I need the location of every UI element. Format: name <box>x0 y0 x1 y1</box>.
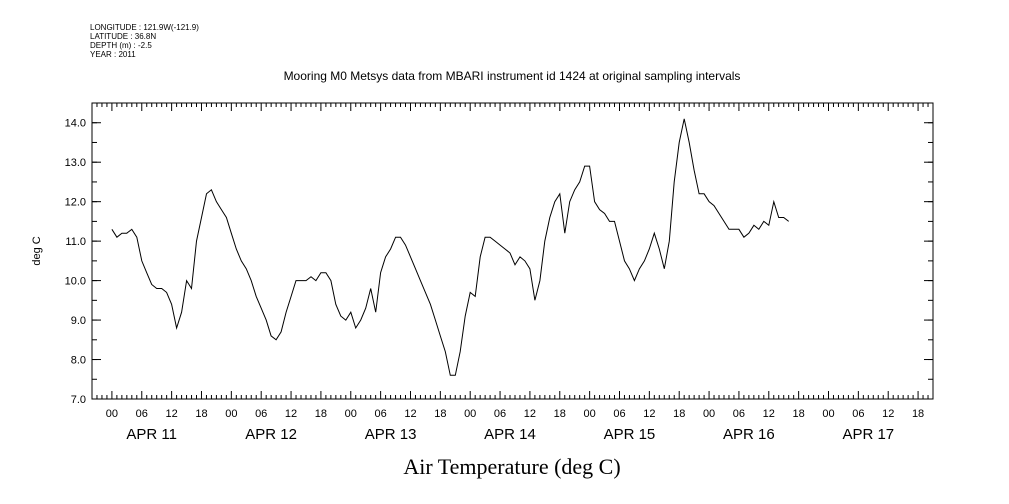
x-tick-label: 12 <box>404 408 416 420</box>
x-tick-label: 06 <box>375 408 387 420</box>
x-tick-label: 12 <box>882 408 894 420</box>
axes: 7.0 8.0 9.0 10.0 11.0 12.0 13.0 14.0 00 06 12 18 00 0… <box>65 102 934 443</box>
x-day-label: APR 16 <box>723 426 775 443</box>
x-tick-label: 00 <box>345 408 357 420</box>
x-tick-label: 06 <box>613 408 625 420</box>
x-tick-label: 00 <box>106 408 118 420</box>
x-tick-label: 18 <box>195 408 207 420</box>
plot-frame <box>91 102 934 400</box>
x-tick-label: 12 <box>285 408 297 420</box>
x-day-label: APR 15 <box>604 426 656 443</box>
x-tick-label: 06 <box>255 408 267 420</box>
metadata-line: LONGITUDE : 121.9W(-121.9) <box>90 23 199 32</box>
y-tick-label: 12.0 <box>65 197 86 209</box>
x-tick-label: 18 <box>912 408 924 420</box>
x-tick-label: 06 <box>136 408 148 420</box>
x-day-label: APR 17 <box>842 426 894 443</box>
metadata-line: LATITUDE : 36.8N <box>90 32 156 41</box>
x-day-label: APR 14 <box>484 426 536 443</box>
x-tick-label: 12 <box>165 408 177 420</box>
x-day-label: APR 11 <box>126 426 177 443</box>
x-tick-label: 00 <box>822 408 834 420</box>
y-tick-label: 10.0 <box>65 276 86 288</box>
x-tick-label: 12 <box>763 408 775 420</box>
metadata-line: YEAR : 2011 <box>90 50 136 59</box>
x-tick-label: 00 <box>703 408 715 420</box>
x-tick-label: 18 <box>673 408 685 420</box>
y-tick-label: 14.0 <box>65 118 86 130</box>
x-tick-label: 18 <box>554 408 566 420</box>
chart-title: Mooring M0 Metsys data from MBARI instru… <box>284 69 741 83</box>
x-tick-label: 06 <box>494 408 506 420</box>
x-day-label: APR 13 <box>365 426 417 443</box>
x-day-label: APR 12 <box>245 426 297 443</box>
x-tick-label: 06 <box>852 408 864 420</box>
y-tick-label: 13.0 <box>65 157 86 169</box>
series-line <box>111 118 790 376</box>
x-tick-label: 06 <box>733 408 745 420</box>
y-tick-label: 11.0 <box>65 236 86 248</box>
y-axis-label: deg C <box>31 236 43 265</box>
y-tick-label: 9.0 <box>71 315 86 327</box>
x-tick-label: 18 <box>315 408 327 420</box>
y-tick-label: 7.0 <box>71 394 86 406</box>
x-axis-label: Air Temperature (deg C) <box>403 454 620 479</box>
metadata-line: DEPTH (m) : -2.5 <box>90 41 152 50</box>
x-tick-label: 18 <box>434 408 446 420</box>
x-tick-label: 00 <box>464 408 476 420</box>
x-tick-label: 12 <box>643 408 655 420</box>
x-tick-label: 00 <box>225 408 237 420</box>
metadata-block: LONGITUDE : 121.9W(-121.9)LATITUDE : 36.… <box>90 23 199 59</box>
x-tick-label: 18 <box>793 408 805 420</box>
x-tick-label: 12 <box>524 408 536 420</box>
y-tick-label: 8.0 <box>71 355 86 367</box>
x-tick-label: 00 <box>584 408 596 420</box>
